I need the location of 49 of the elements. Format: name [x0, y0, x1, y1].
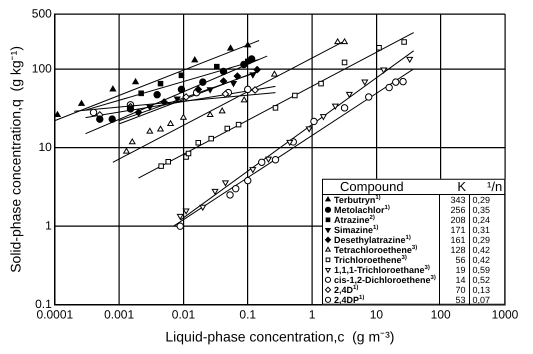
- annotation: 19: [439, 264, 470, 275]
- annotation: 0,13: [469, 284, 506, 295]
- annotation: 128: [439, 244, 470, 255]
- legend-label: Desethylatrazine$^{1)}$: [333, 234, 412, 245]
- y-tick-label: 1: [45, 218, 52, 232]
- annotation: 56: [439, 254, 470, 265]
- legend-label: Terbutryn$^{1)}$: [333, 194, 382, 205]
- annotation: 0,35: [469, 204, 506, 215]
- legend-label: Atrazine$^{2)}$: [333, 214, 375, 225]
- annotation: 161: [439, 234, 470, 245]
- legend-label: cis-1,2-Dichloroethene$^{3)}$: [333, 274, 437, 285]
- y-tick-label: 10: [38, 140, 52, 154]
- legend-label: Trichloroethene$^{3)}$: [333, 254, 408, 265]
- annotation: 343: [439, 194, 470, 205]
- annotation: 0,29: [469, 194, 506, 205]
- annotation: 53: [439, 294, 470, 305]
- annotation: 0,24: [469, 214, 506, 225]
- annotation: 14: [439, 274, 470, 285]
- legend-label: Tetrachloroethene$^{3)}$: [333, 244, 418, 255]
- annotation: K: [439, 178, 470, 194]
- legend-label: 2,4D$^{1)}$: [333, 284, 359, 295]
- x-tick-label: 0.1: [239, 307, 256, 322]
- annotation: 208: [439, 214, 470, 225]
- legend-title: Compound: [322, 178, 440, 194]
- annotation: ¹/n: [469, 178, 506, 194]
- x-tick-label: 1000: [492, 307, 519, 322]
- legend-label: Simazine$^{1)}$: [333, 224, 380, 235]
- x-tick-label: 100: [430, 307, 452, 322]
- legend-label: 2,4DP$^{1)}$: [333, 294, 366, 305]
- annotation: 171: [439, 224, 470, 235]
- annotation: 0,29: [469, 234, 506, 245]
- annotation: 0,42: [469, 244, 506, 255]
- x-axis-title: Liquid-phase concentration,c (g m⁻³): [165, 328, 394, 344]
- annotation: 0,07: [469, 294, 506, 305]
- x-tick-label: 10: [370, 307, 384, 322]
- y-axis-title: Solid-phase concentration,q (g kg⁻¹): [7, 46, 24, 273]
- annotation: 256: [439, 204, 470, 215]
- x-tick-label: 1: [308, 307, 316, 322]
- annotation: 0,59: [469, 264, 506, 275]
- annotation: 70: [439, 284, 470, 295]
- legend-label: Metolachlor$^{1)}$: [333, 204, 391, 215]
- annotation: 0,31: [469, 224, 506, 235]
- x-tick-label: 0.001: [104, 307, 134, 322]
- y-tick-label: 500: [32, 6, 52, 20]
- x-tick-label: 0.01: [172, 307, 196, 322]
- legend-label: 1,1,1-Trichloroethane$^{3)}$: [333, 264, 430, 275]
- annotation: 0,52: [469, 274, 506, 285]
- y-tick-label: 100: [32, 61, 52, 76]
- annotation: 0,42: [469, 254, 506, 265]
